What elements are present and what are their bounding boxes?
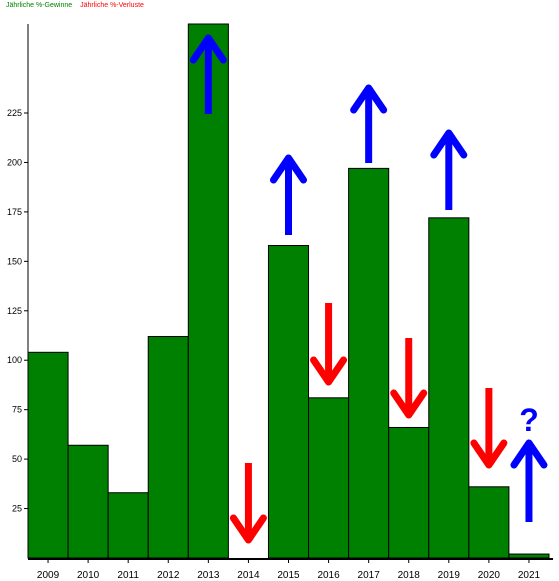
bar-2021 (508, 553, 550, 559)
y-tick-label-225: 225 (7, 108, 22, 118)
y-tick-label-25: 25 (12, 504, 22, 514)
arrow-up-2019 (430, 129, 468, 210)
bar-2015 (267, 245, 310, 559)
y-tick-label-50: 50 (12, 454, 22, 464)
arrow-head (510, 439, 548, 469)
y-tick-label-150: 150 (7, 256, 22, 266)
y-tick-label-75: 75 (12, 405, 22, 415)
arrow-head (350, 84, 388, 114)
arrow-down-2018 (390, 338, 428, 419)
x-tick-label-2019: 2019 (438, 570, 461, 581)
y-tick-label-175: 175 (7, 207, 22, 217)
arrow-head (270, 154, 307, 184)
bar-2017 (348, 167, 390, 559)
arrow-up-2015 (270, 154, 307, 235)
arrow-head (470, 439, 508, 469)
legend-gains: Jährliche %-Gewinne (6, 2, 73, 9)
bar-2019 (428, 217, 470, 559)
arrow-head (189, 34, 227, 64)
arrow-head (390, 389, 428, 419)
arrow-head (229, 514, 267, 544)
x-tick-label-2009: 2009 (37, 570, 60, 581)
bar-2009 (27, 351, 69, 559)
arrow-head (310, 356, 348, 386)
bar-2011 (107, 492, 149, 559)
x-tick-label-2017: 2017 (358, 570, 381, 581)
bar-2018 (388, 426, 430, 559)
bar-2010 (67, 444, 109, 559)
y-tick-label-125: 125 (7, 306, 22, 316)
bar-2016 (308, 397, 350, 559)
x-tick-label-2018: 2018 (398, 570, 421, 581)
x-tick-label-2016: 2016 (317, 570, 340, 581)
arrow-down-2014 (229, 463, 267, 544)
bar-2012 (147, 335, 189, 559)
question-mark: ? (519, 402, 539, 438)
legend-losses: Jährliche %-Verluste (80, 2, 144, 9)
x-tick-label-2012: 2012 (157, 570, 180, 581)
arrow-down-2020 (470, 388, 508, 469)
bar-2020 (468, 486, 510, 559)
arrow-up-2021 (510, 439, 548, 522)
arrow-up-2017 (350, 84, 388, 163)
x-tick-label-2010: 2010 (77, 570, 100, 581)
arrow-down-2016 (310, 303, 348, 386)
arrow-up-2013 (189, 34, 227, 114)
x-tick-label-2014: 2014 (237, 570, 260, 581)
y-tick-label-200: 200 (7, 157, 22, 167)
legend: Jährliche %-Gewinne Jährliche %-Verluste (6, 2, 150, 9)
y-tick-label-100: 100 (7, 355, 22, 365)
x-tick-label-2013: 2013 (197, 570, 220, 581)
arrow-head (430, 129, 468, 159)
x-tick-label-2021: 2021 (518, 570, 541, 581)
x-tick-label-2020: 2020 (478, 570, 501, 581)
x-tick-label-2011: 2011 (117, 570, 139, 581)
x-tick-label-2015: 2015 (277, 570, 300, 581)
